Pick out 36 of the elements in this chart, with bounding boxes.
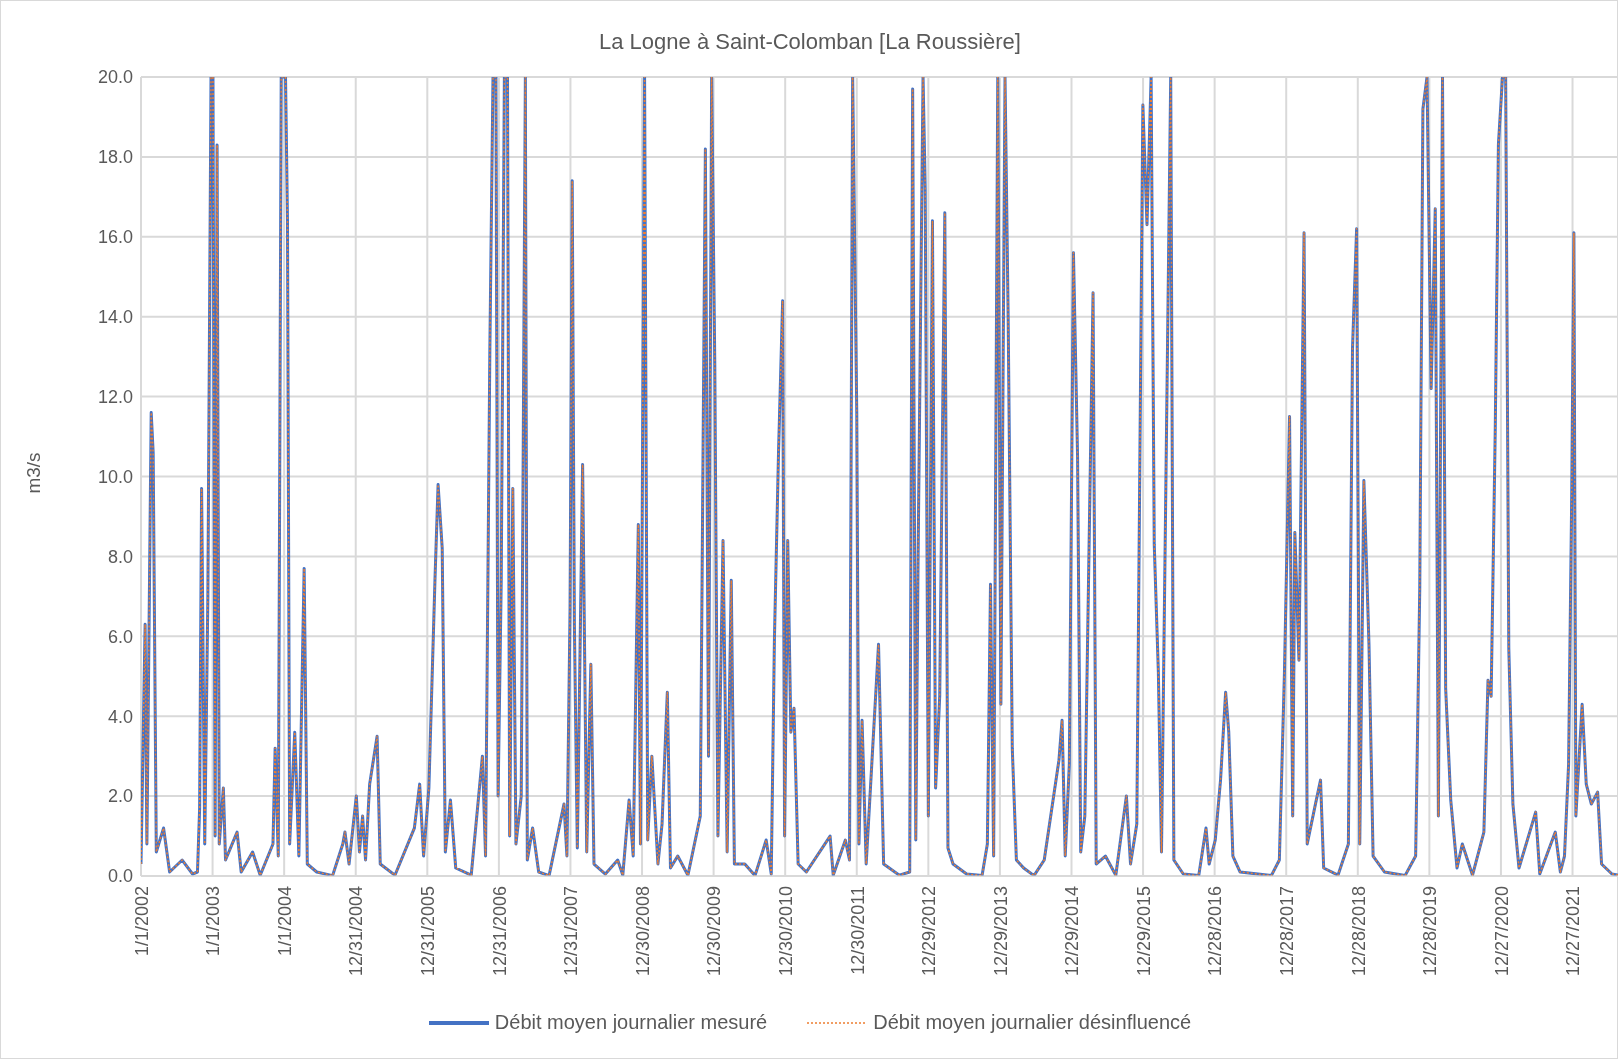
x-tick-label: 12/29/2013 — [990, 886, 1011, 977]
x-tick-label: 1/1/2002 — [131, 886, 152, 957]
y-tick-label: 2.0 — [107, 786, 133, 807]
y-tick-label: 0.0 — [107, 866, 133, 887]
x-tick-label: 12/30/2008 — [632, 886, 653, 977]
chart-title: La Logne à Saint-Colomban [La Roussière] — [598, 29, 1022, 55]
x-tick-label: 12/31/2006 — [489, 886, 510, 977]
x-tick-label: 12/30/2011 — [847, 886, 868, 975]
x-tick-label: 12/27/2020 — [1491, 886, 1512, 977]
x-tick-label: 12/30/2009 — [704, 886, 725, 977]
x-tick-label: 12/30/2010 — [775, 886, 796, 977]
x-tick-label: 12/29/2014 — [1062, 886, 1083, 977]
y-tick-label: 6.0 — [107, 626, 133, 647]
y-tick-label: 16.0 — [97, 227, 133, 248]
x-tick-label: 12/28/2017 — [1277, 886, 1297, 977]
x-tick-label: 12/29/2015 — [1133, 886, 1154, 977]
legend-label: Débit moyen journalier désinfluencé — [873, 1011, 1192, 1034]
y-axis-title: m3/s — [23, 452, 45, 494]
x-tick-label: 12/28/2016 — [1205, 886, 1226, 977]
x-tick-label: 12/28/2019 — [1420, 886, 1441, 977]
y-tick-label: 8.0 — [107, 546, 133, 567]
x-tick-label: 1/1/2003 — [203, 886, 224, 957]
y-tick-label: 10.0 — [97, 466, 133, 487]
x-tick-label: 12/31/2005 — [418, 886, 439, 977]
x-tick-label: 12/27/2021 — [1563, 886, 1584, 977]
x-tick-label: 1/1/2004 — [274, 886, 295, 957]
x-tick-label: 12/29/2012 — [919, 886, 940, 977]
y-tick-label: 4.0 — [107, 706, 133, 727]
y-tick-label: 14.0 — [97, 307, 133, 328]
x-tick-label: 12/31/2004 — [346, 886, 367, 977]
y-tick-label: 12.0 — [97, 386, 133, 407]
x-tick-label: 12/28/2018 — [1348, 886, 1369, 977]
x-tick-label: 12/31/2007 — [561, 886, 582, 977]
y-tick-label: 20.0 — [97, 67, 133, 88]
y-tick-label: 18.0 — [97, 147, 133, 168]
legend-label: Débit moyen journalier mesuré — [494, 1011, 768, 1034]
